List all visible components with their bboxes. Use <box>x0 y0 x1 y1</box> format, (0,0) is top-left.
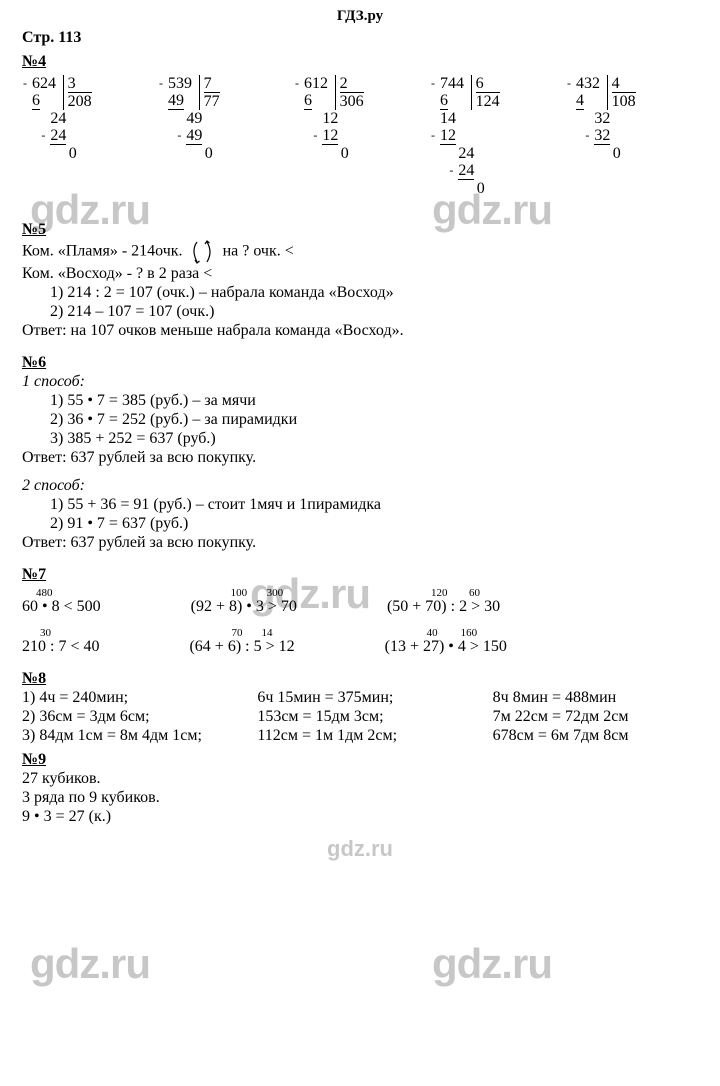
p5-arrow-note: на ? очк. < <box>223 243 294 260</box>
problem-7-head: №7 <box>22 566 698 584</box>
problem-6-head: №6 <box>22 354 698 372</box>
measurement-cell: 112см = 1м 1дм 2см; <box>257 727 462 745</box>
p9-2: 3 ряда по 9 кубиков. <box>22 789 698 807</box>
page-title: Стр. 113 <box>22 29 698 47</box>
problem-4-head: №4 <box>22 53 698 71</box>
measurement-cell: 153см = 15дм 3см; <box>257 708 462 726</box>
measurement-cell: 6ч 15мин = 375мин; <box>257 689 462 707</box>
p5-step-1: 1) 214 : 2 = 107 (очк.) – набрала команд… <box>50 284 698 302</box>
p6-w1-3: 3) 385 + 252 = 637 (руб.) <box>50 430 698 448</box>
p5-given1-text: Ком. «Пламя» - 214очк. <box>22 243 183 260</box>
p6-w2-1: 1) 55 + 36 = 91 (руб.) – стоит 1мяч и 1п… <box>50 496 698 514</box>
long-division: -4324108432-320 <box>566 75 674 197</box>
p5-given-2: Ком. «Восход» - ? в 2 раза < <box>22 265 698 283</box>
p5-answer: Ответ: на 107 очков меньше набрала коман… <box>22 322 698 340</box>
measurement-cell: 8ч 8мин = 488мин <box>493 689 698 707</box>
measurement-row: 1) 4ч = 240мин; 6ч 15мин = 375мин; 8ч 8мин… <box>22 689 698 707</box>
measurement-row: 2) 36см = 3дм 6см; 153см = 15дм 3см; 7м 22… <box>22 708 698 726</box>
problem-5-head: №5 <box>22 221 698 239</box>
p9-3: 9 • 3 = 27 (к.) <box>22 808 698 826</box>
comparison-item: 7014(64 + 6) : 5 > 12 <box>189 638 294 656</box>
site-header: ГДЗ.ру <box>22 8 698 25</box>
curved-arrows-icon <box>191 240 219 264</box>
measurement-cell: 2) 36см = 3дм 6см; <box>22 708 227 726</box>
p7-row-1: 48060 • 8 < 500 100300(92 + 8) • 3 > 70 12… <box>22 598 698 616</box>
comparison-item: 40160(13 + 27) • 4 > 150 <box>385 638 507 656</box>
p6-way2-label: 2 способ: <box>22 477 698 495</box>
comparison-item: 30210 : 7 < 40 <box>22 638 99 656</box>
p6-w1-2: 2) 36 • 7 = 252 (руб.) – за пирамидки <box>50 411 698 429</box>
comparison-item: 12060(50 + 70) : 2 > 30 <box>387 598 500 616</box>
p7-row-2: 30210 : 7 < 40 7014(64 + 6) : 5 > 12 40160… <box>22 638 698 656</box>
problem-8-head: №8 <box>22 670 698 688</box>
problem-9-head: №9 <box>22 751 698 769</box>
p9-1: 27 кубиков. <box>22 770 698 788</box>
long-division: -7446124614-1224-240 <box>430 75 538 197</box>
p6-way1-label: 1 способ: <box>22 373 698 391</box>
measurement-cell: 3) 84дм 1см = 8м 4дм 1см; <box>22 727 227 745</box>
long-division: -6122306612-120 <box>294 75 402 197</box>
measurement-cell: 1) 4ч = 240мин; <box>22 689 227 707</box>
long-division: -5397774949-490 <box>158 75 266 197</box>
p6-w1-answer: Ответ: 637 рублей за всю покупку. <box>22 449 698 467</box>
long-division-row: -6243208624-240 -5397774949-490 -612230661… <box>22 75 698 197</box>
p5-given-1: Ком. «Пламя» - 214очк. на ? очк. < <box>22 240 698 264</box>
measurement-cell: 7м 22см = 72дм 2см <box>493 708 698 726</box>
footer-watermark: gdz.ru <box>22 836 698 862</box>
measurement-row: 3) 84дм 1см = 8м 4дм 1см; 112см = 1м 1дм … <box>22 727 698 745</box>
p6-w2-2: 2) 91 • 7 = 637 (руб.) <box>50 515 698 533</box>
measurement-cell: 678см = 6м 7дм 8см <box>493 727 698 745</box>
p6-w1-1: 1) 55 • 7 = 385 (руб.) – за мячи <box>50 392 698 410</box>
comparison-item: 48060 • 8 < 500 <box>22 598 101 616</box>
comparison-item: 100300(92 + 8) • 3 > 70 <box>191 598 297 616</box>
p6-w2-answer: Ответ: 637 рублей за всю покупку. <box>22 534 698 552</box>
long-division: -6243208624-240 <box>22 75 130 197</box>
p5-step-2: 2) 214 – 107 = 107 (очк.) <box>50 303 698 321</box>
p8-block: 1) 4ч = 240мин; 6ч 15мин = 375мин; 8ч 8мин… <box>22 689 698 745</box>
